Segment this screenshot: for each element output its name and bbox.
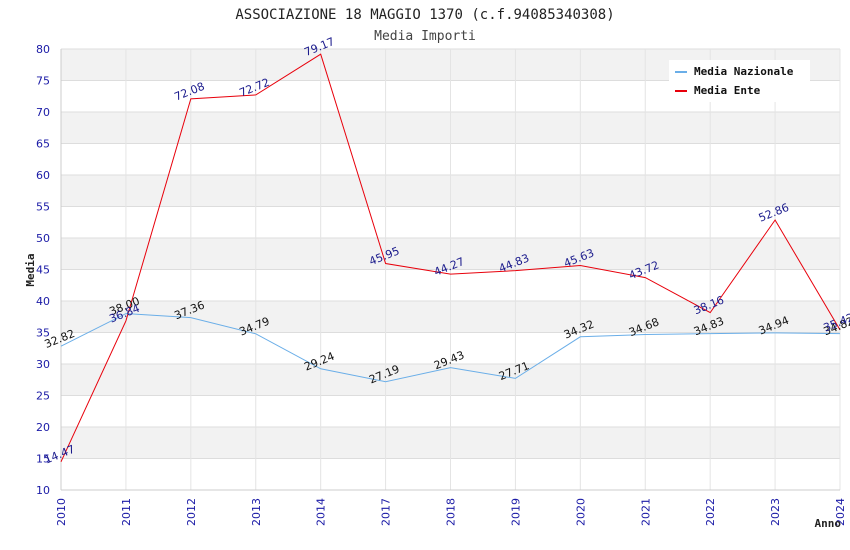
y-tick-label: 20 [36,421,50,434]
y-tick-label: 45 [36,264,50,277]
x-tick-label: 2020 [574,498,587,526]
legend-label-media-nazionale: Media Nazionale [694,65,794,78]
x-axis-label: Anno [815,517,842,530]
y-tick-label: 70 [36,106,50,119]
legend-label-media-ente: Media Ente [694,84,761,97]
x-tick-label: 2012 [185,498,198,526]
legend-box [669,60,810,102]
x-tick-label: 2010 [55,498,68,526]
x-tick-label: 2017 [380,498,393,526]
x-tick-label: 2014 [315,498,328,526]
y-axis-label: Media [24,253,37,286]
series-line-media-ente [60,53,841,463]
y-tick-label: 55 [36,201,50,214]
legend: Media Nazionale Media Ente [669,60,810,102]
y-axis-ticks: 10 15 20 25 30 35 40 45 50 55 60 65 70 75 80 [36,43,50,497]
y-tick-label: 30 [36,358,50,371]
x-tick-label: 2022 [704,498,717,526]
x-tick-label: 2024 [834,498,847,526]
chart-subtitle: Media Importi [374,29,476,44]
x-tick-label: 2023 [769,498,782,526]
y-tick-label: 35 [36,327,50,340]
y-tick-label: 50 [36,232,50,245]
gridlines [60,48,841,491]
y-tick-label: 15 [36,453,50,466]
x-axis-ticks: 2010 2011 2012 2013 2014 2017 2018 2019 2020 2021… [55,498,847,526]
x-tick-label: 2019 [509,498,522,526]
y-tick-label: 60 [36,169,50,182]
x-tick-label: 2013 [250,498,263,526]
y-tick-label: 65 [36,138,50,151]
y-tick-label: 10 [36,484,50,497]
x-tick-label: 2021 [639,498,652,526]
series-lines [60,53,841,463]
y-tick-label: 40 [36,295,50,308]
y-tick-label: 80 [36,43,50,56]
y-tick-label: 25 [36,390,50,403]
y-tick-label: 75 [36,75,50,88]
x-tick-label: 2018 [445,498,458,526]
chart-title: ASSOCIAZIONE 18 MAGGIO 1370 (c.f.9408534… [235,7,614,23]
x-tick-label: 2011 [120,498,133,526]
series-line-media-nazionale [60,313,841,383]
